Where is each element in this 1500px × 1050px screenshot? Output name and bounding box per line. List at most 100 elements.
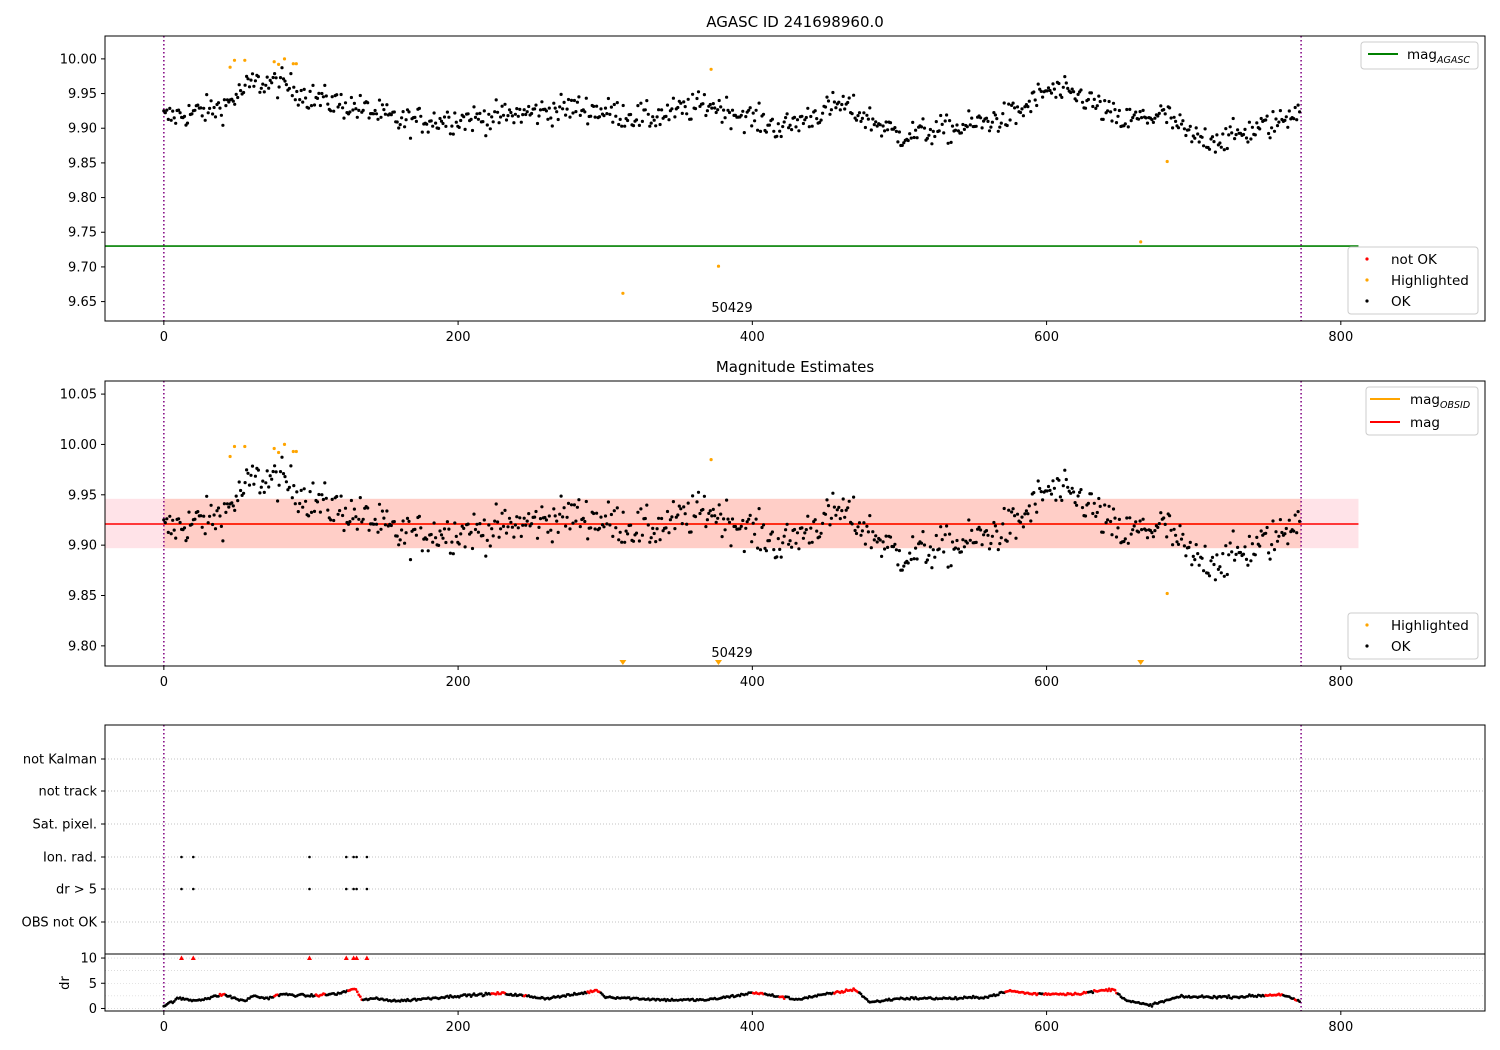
p1-ytick-label-7: 10.00 xyxy=(60,52,97,67)
p1-ok-point-564 xyxy=(995,117,999,121)
p2-ok-point-30 xyxy=(206,521,210,525)
p2-ok-point-525 xyxy=(937,547,941,551)
p2-ok-point-192 xyxy=(445,520,449,524)
p2-ok-point-75 xyxy=(273,464,277,468)
p2-ok-point-161 xyxy=(400,528,404,532)
p2-ytick-label-5: 10.05 xyxy=(60,388,97,403)
p1-ok-point-216 xyxy=(481,120,485,124)
p1-ok-point-118 xyxy=(336,105,340,109)
p2-ok-point-372 xyxy=(711,507,715,511)
p2-ok-point-427 xyxy=(792,527,797,532)
p1-ok-point-285 xyxy=(583,110,587,114)
p1-ok-point-726 xyxy=(1234,133,1238,137)
p2-ok-point-228 xyxy=(499,527,503,531)
p2-ok-point-629 xyxy=(1091,511,1095,516)
p1-ok-point-495 xyxy=(893,126,897,130)
p2-highlighted-point-7 xyxy=(294,449,298,454)
p2-ok-point-471 xyxy=(857,521,862,525)
p1-ok-point-567 xyxy=(999,121,1003,125)
p2-ok-point-239 xyxy=(515,515,519,519)
p2-ok-point-454 xyxy=(832,505,837,509)
p1-ok-point-604 xyxy=(1054,95,1058,99)
p1-ok-point-48 xyxy=(233,102,237,106)
p2-ok-point-162 xyxy=(401,519,405,523)
p2-ok-point-214 xyxy=(478,522,482,526)
p2-ok-point-492 xyxy=(888,535,893,539)
p2-ok-point-10 xyxy=(177,517,181,521)
p1-ok-point-398 xyxy=(750,124,754,128)
p2-ok-point-150 xyxy=(383,523,387,527)
p2-ok-point-139 xyxy=(367,528,371,532)
p2-ok-point-369 xyxy=(707,511,711,515)
p4-dr-point-640 xyxy=(1107,987,1111,991)
p1-ok-point-267 xyxy=(556,117,560,122)
p2-ok-point-217 xyxy=(482,518,486,522)
p2-ok-point-521 xyxy=(931,548,935,552)
p2-ok-point-58 xyxy=(247,483,252,487)
p2-ok-point-379 xyxy=(722,517,726,521)
p2-ok-point-375 xyxy=(716,516,720,520)
p2-ok-point-6 xyxy=(171,518,175,522)
p1-ok-point-357 xyxy=(689,117,693,121)
p1-ok-point-85 xyxy=(287,86,291,91)
p2-ok-point-654 xyxy=(1128,516,1132,520)
p1-ok-point-73 xyxy=(270,81,274,85)
p2-ok-point-383 xyxy=(727,520,732,524)
p2-ok-point-43 xyxy=(225,502,229,506)
p1-ok-point-88 xyxy=(292,85,296,89)
p2-ok-point-580 xyxy=(1018,520,1023,524)
p1-ok-point-265 xyxy=(553,106,557,110)
p2-ok-point-534 xyxy=(950,540,955,544)
p2-ok-point-191 xyxy=(444,540,448,545)
p2-ok-point-489 xyxy=(884,534,888,538)
p2-ok-point-166 xyxy=(407,519,411,524)
p1-ok-point-577 xyxy=(1014,121,1018,126)
p2-ok-point-222 xyxy=(490,527,494,531)
p2-ok-point-61 xyxy=(252,482,256,486)
p2-ok-point-343 xyxy=(668,518,673,522)
p1-ok-point-374 xyxy=(714,110,718,115)
p1-ok-point-144 xyxy=(374,112,379,116)
p2-ok-point-198 xyxy=(454,534,458,539)
p1-ok-point-279 xyxy=(574,110,578,114)
p2-ok-point-661 xyxy=(1138,519,1142,523)
p1-ok-point-614 xyxy=(1069,90,1073,95)
p1-ok-point-471 xyxy=(857,111,862,115)
p2-ok-point-54 xyxy=(242,491,246,495)
p2-ok-point-156 xyxy=(392,520,396,524)
p1-ok-point-762 xyxy=(1287,109,1291,113)
p1-ok-point-698 xyxy=(1193,136,1197,140)
p1-ok-point-78 xyxy=(277,85,281,89)
p1-ok-point-200 xyxy=(457,125,461,129)
p1-ok-point-190 xyxy=(442,115,447,119)
p2-ok-point-666 xyxy=(1145,536,1150,540)
p1-ok-point-322 xyxy=(637,123,642,127)
p2-ok-point-106 xyxy=(318,510,322,514)
p1-ok-point-642 xyxy=(1110,119,1114,123)
p3-flag-point-1-5 xyxy=(355,887,358,891)
p1-ok-point-129 xyxy=(352,101,356,105)
p2-ok-point-753 xyxy=(1274,530,1278,534)
legend2-ok-label: OK xyxy=(1391,639,1412,655)
p1-ok-point-69 xyxy=(264,83,268,87)
p2-ok-point-522 xyxy=(933,555,937,559)
p4-dr-point-45 xyxy=(228,994,232,998)
p1-ok-point-376 xyxy=(717,98,721,103)
p2-ok-point-170 xyxy=(413,527,417,532)
p1-ok-point-189 xyxy=(441,121,445,126)
p1-ok-point-160 xyxy=(398,123,402,127)
p2-ok-point-655 xyxy=(1129,532,1133,536)
p1-ok-point-520 xyxy=(930,142,934,146)
p4-dr-point-288 xyxy=(587,991,591,995)
p2-ok-point-88 xyxy=(292,484,296,488)
p2-ok-point-687 xyxy=(1176,542,1181,547)
p2-ok-point-600 xyxy=(1048,488,1052,492)
p2-ok-point-396 xyxy=(747,517,751,521)
p2-ok-point-631 xyxy=(1094,514,1098,519)
p2-ok-point-398 xyxy=(750,540,754,544)
p1-ok-point-580 xyxy=(1018,110,1023,115)
p1-ok-point-14 xyxy=(182,114,187,118)
p2-ok-point-335 xyxy=(657,516,661,520)
p1-ok-point-231 xyxy=(503,102,507,106)
p1-ok-point-184 xyxy=(434,121,438,125)
